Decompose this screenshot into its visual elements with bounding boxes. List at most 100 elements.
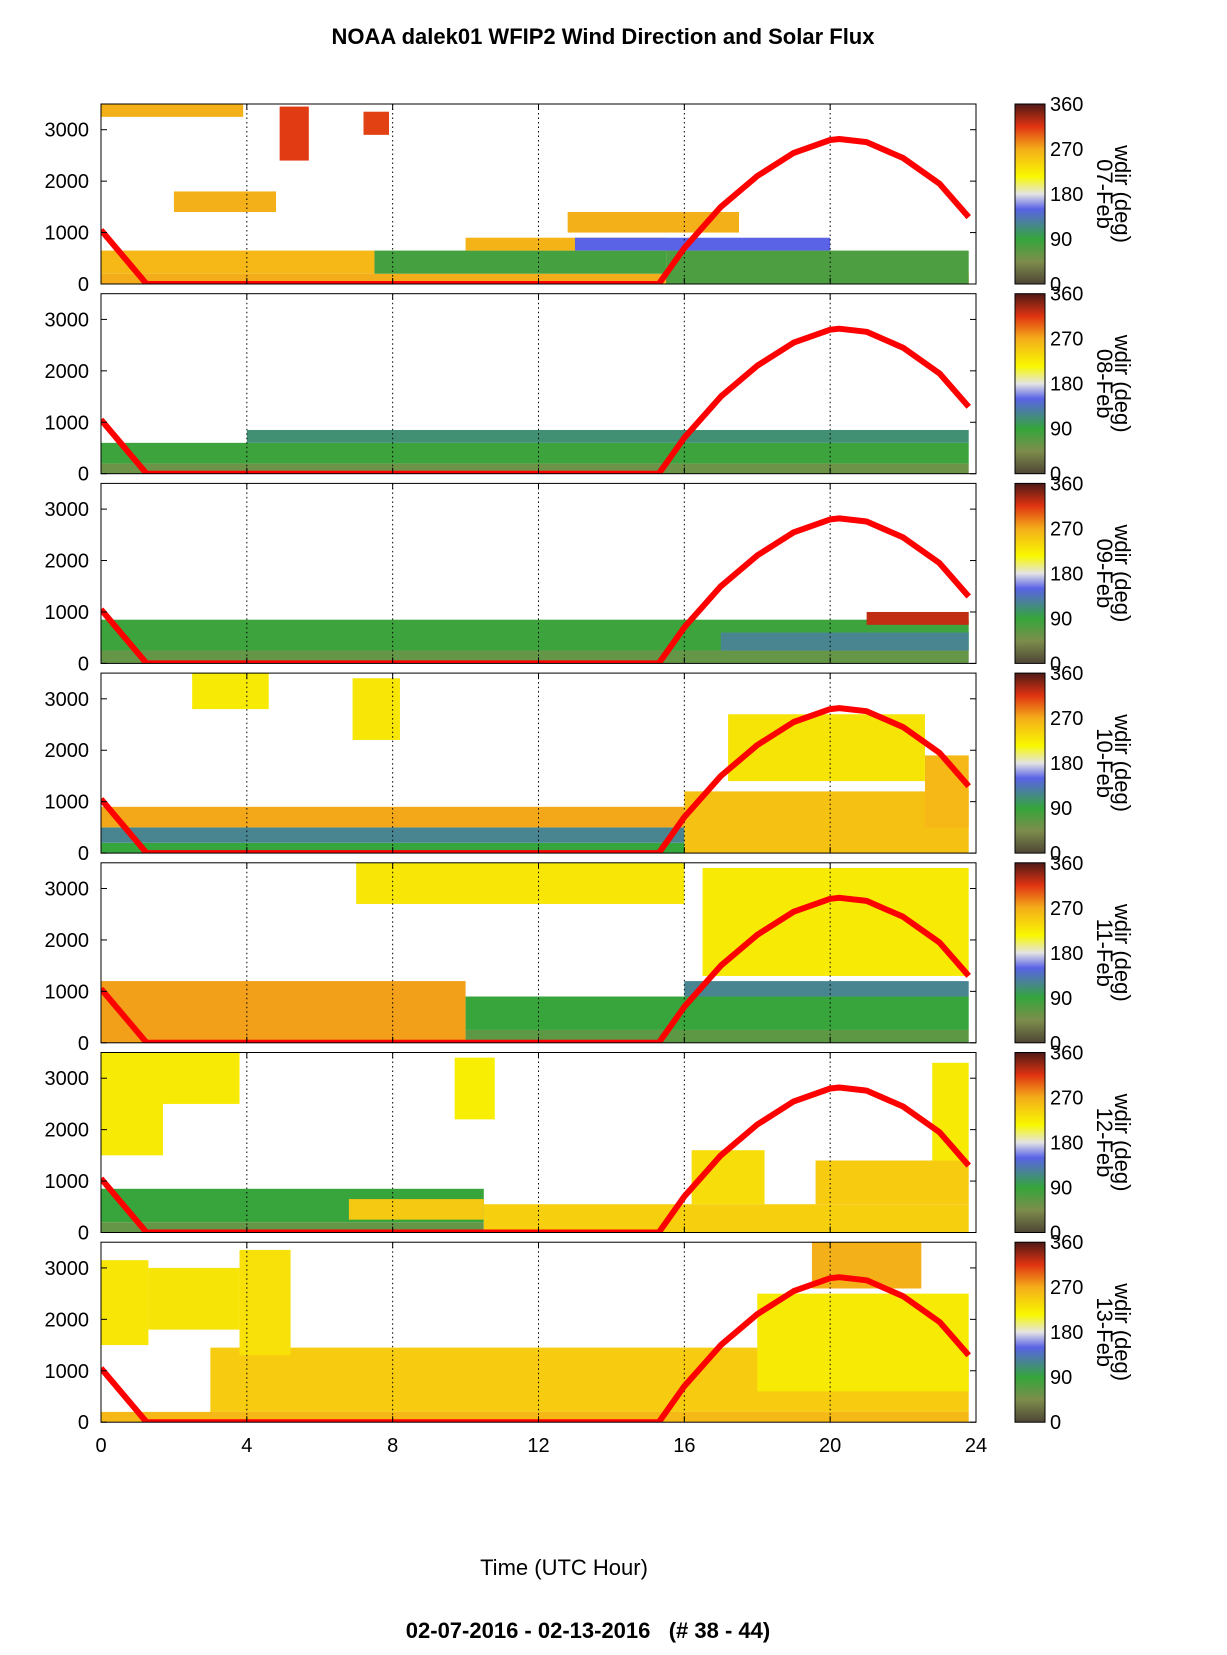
panel-stack: 0 1000 2000 3000 0 90 180 270 360 wdir (deg) 07-Fe… (45, 94, 1136, 1434)
wdir-cell (148, 1267, 240, 1330)
colorbar-tick-label: 90 (1050, 1367, 1072, 1389)
colorbar-tick-label: 270 (1050, 1088, 1083, 1110)
solar-flux-line (101, 515, 971, 664)
colorbar-tick-label: 90 (1050, 419, 1072, 441)
y-tick-label: 0 (78, 1033, 89, 1055)
colorbar-tick-label: 0 (1050, 464, 1061, 486)
solar-flux-line (101, 1084, 971, 1233)
y-tick-label: 2000 (45, 361, 90, 383)
colorbar-tick-label: 0 (1050, 274, 1061, 296)
y-tick-label: 3000 (45, 1068, 90, 1090)
wdir-cell (162, 1052, 240, 1104)
solar-flux-line (101, 136, 971, 284)
wdir-cell (352, 678, 400, 740)
colorbar-12-Feb: 0 90 180 270 360 wdir (deg)12-Feb (1014, 1043, 1135, 1245)
wdir-cell (173, 191, 276, 212)
wdir-cell (101, 650, 969, 664)
colorbar-gradient (1014, 862, 1046, 1044)
colorbar-tick-label: 360 (1050, 663, 1083, 685)
colorbar-10-Feb: 0 90 180 270 360 wdir (deg)10-Feb (1014, 663, 1135, 865)
colorbar-tick-label: 180 (1050, 184, 1083, 206)
y-tick-label: 2000 (45, 171, 90, 193)
wdir-cell (101, 250, 375, 274)
x-tick-label: 24 (965, 1435, 987, 1457)
day-label: 07-Feb (1092, 159, 1117, 229)
day-label: 13-Feb (1092, 1297, 1117, 1367)
x-axis-label: Time (UTC Hour) (480, 1555, 648, 1580)
wdir-cell (483, 1204, 969, 1233)
wdir-cell (924, 755, 969, 828)
colorbar-tick-label: 360 (1050, 1232, 1083, 1254)
figure-title: NOAA dalek01 WFIP2 Wind Direction and So… (332, 24, 876, 49)
y-tick-label: 3000 (45, 879, 90, 901)
colorbar-tick-label: 90 (1050, 229, 1072, 251)
y-tick-label: 2000 (45, 740, 90, 762)
colorbar-tick-label: 270 (1050, 898, 1083, 920)
colorbar-tick-label: 90 (1050, 608, 1072, 630)
colorbar-tick-label: 360 (1050, 284, 1083, 306)
colorbar-gradient (1014, 672, 1046, 854)
wdir-cell (684, 791, 969, 854)
wdir-cell (465, 1029, 969, 1043)
x-axis: Time (UTC Hour) 0 4 8 12 16 20 24 (95, 1435, 987, 1580)
colorbar-tick-label: 180 (1050, 1133, 1083, 1155)
colorbar-gradient (1014, 482, 1046, 664)
wdir-cell (465, 996, 969, 1030)
colorbar-13-Feb: 0 90 180 270 360 wdir (deg)13-Feb (1014, 1232, 1135, 1434)
x-tick-label: 20 (819, 1435, 841, 1457)
colorbar-tick-label: 270 (1050, 139, 1083, 161)
panel-10-Feb: 0 1000 2000 3000 0 90 180 270 360 wdir (deg)10-Fe… (45, 663, 1136, 865)
y-tick-label: 0 (78, 274, 89, 296)
y-tick-label: 0 (78, 464, 89, 486)
x-tick-label: 12 (527, 1435, 549, 1457)
colorbar-tick-label: 0 (1050, 653, 1061, 675)
colorbar-08-Feb: 0 90 180 270 360 wdir (deg)08-Feb (1014, 284, 1135, 486)
colorbar-label: wdir (deg) (1110, 713, 1135, 812)
wdir-cell (101, 463, 969, 474)
colorbar-tick-label: 90 (1050, 1178, 1072, 1200)
solar-flux-line (101, 1274, 971, 1423)
wdir-cell (866, 611, 969, 625)
wdir-cell (702, 867, 969, 976)
colorbar-tick-label: 360 (1050, 1043, 1083, 1065)
panel-12-Feb: 0 1000 2000 3000 0 90 180 270 360 wdir (deg)12-Fe… (45, 1043, 1136, 1245)
wdir-cell (720, 632, 969, 651)
colorbar-label: wdir (deg) (1110, 334, 1135, 433)
wdir-cell (348, 1199, 484, 1220)
colorbar-tick-label: 0 (1050, 1223, 1061, 1245)
colorbar-tick-label: 180 (1050, 753, 1083, 775)
wdir-cell (239, 1249, 291, 1356)
wdir-cell (101, 442, 969, 464)
colorbar-tick-label: 90 (1050, 988, 1072, 1010)
panel-07-Feb: 0 1000 2000 3000 0 90 180 270 360 wdir (deg)07-Fe… (45, 94, 1136, 296)
wdir-cell (454, 1057, 495, 1120)
solar-flux-line (101, 894, 971, 1043)
day-label: 09-Feb (1092, 539, 1117, 609)
y-tick-label: 3000 (45, 689, 90, 711)
colorbar-label: wdir (deg) (1110, 903, 1135, 1002)
y-tick-label: 2000 (45, 1120, 90, 1142)
solar-flux-line (101, 705, 971, 854)
y-tick-label: 0 (78, 1412, 89, 1434)
panel-13-Feb: 0 1000 2000 3000 0 90 180 270 360 wdir (deg)13-Fe… (45, 1232, 1136, 1434)
y-tick-label: 1000 (45, 981, 90, 1003)
colorbar-tick-label: 90 (1050, 798, 1072, 820)
wdir-cell (101, 1411, 969, 1423)
x-tick-label: 8 (387, 1435, 398, 1457)
wdir-cell (192, 673, 269, 710)
colorbar-09-Feb: 0 90 180 270 360 wdir (deg)09-Feb (1014, 473, 1135, 675)
colorbar-tick-label: 360 (1050, 94, 1083, 116)
colorbar-label: wdir (deg) (1110, 1282, 1135, 1381)
colorbar-tick-label: 0 (1050, 1033, 1061, 1055)
colorbar-tick-label: 180 (1050, 1322, 1083, 1344)
colorbar-tick-label: 180 (1050, 943, 1083, 965)
day-label: 12-Feb (1092, 1108, 1117, 1178)
x-tick-label: 0 (95, 1435, 106, 1457)
colorbar-label: wdir (deg) (1110, 1093, 1135, 1192)
colorbar-label: wdir (deg) (1110, 523, 1135, 622)
y-tick-label: 3000 (45, 499, 90, 521)
wdir-cell (101, 1260, 149, 1346)
colorbar-tick-label: 360 (1050, 473, 1083, 495)
y-tick-label: 1000 (45, 223, 90, 245)
